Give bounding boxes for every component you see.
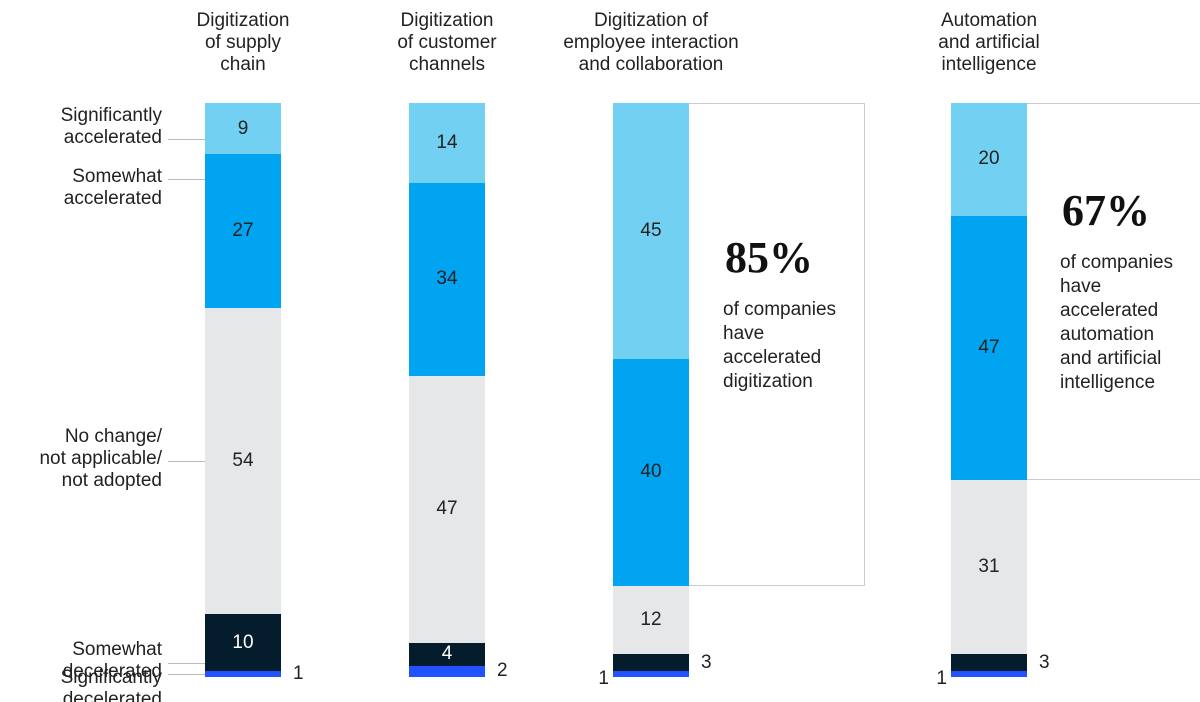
bar-segment: [205, 671, 281, 677]
legend-label: Somewhat accelerated: [63, 166, 162, 210]
value-label: 1: [293, 663, 304, 685]
annotation-text: of companies have accelerated automation…: [1060, 252, 1174, 393]
legend-label: No change/ not applicable/ not adopted: [39, 426, 162, 492]
bar-segment: 54: [205, 307, 281, 615]
value-label: 1: [936, 668, 947, 690]
column-title: Digitization of supply chain: [196, 10, 290, 75]
value-label: 3: [701, 651, 712, 673]
bracket: [1027, 103, 1200, 481]
legend-label: Significantly accelerated: [60, 104, 162, 148]
bar-segment: [951, 654, 1027, 672]
leader-line: [168, 674, 205, 676]
bar-segment: 31: [951, 480, 1027, 655]
bar-segment: 40: [613, 358, 689, 587]
bar-segment: 47: [951, 215, 1027, 481]
bar-segment: 27: [205, 154, 281, 308]
column-title: Digitization of employee interaction and…: [563, 10, 739, 75]
annotation-text: of companies have accelerated digitizati…: [723, 299, 837, 392]
leader-line: [168, 663, 205, 665]
bar-segment: 12: [613, 586, 689, 655]
legend-label: Significantly decelerated: [60, 667, 162, 702]
bar-segment: [951, 671, 1027, 677]
annotation-value: 85%: [725, 233, 813, 282]
bar-segment: 14: [409, 103, 485, 183]
value-label: 1: [598, 668, 609, 690]
bar-segment: 9: [205, 103, 281, 155]
leader-line: [168, 138, 205, 140]
leader-line: [168, 461, 205, 463]
bar-segment: [613, 671, 689, 677]
leader-line: [168, 179, 205, 181]
value-label: 3: [1039, 651, 1050, 673]
bracket: [689, 103, 865, 587]
bar-segment: [613, 654, 689, 672]
legend-label: Somewhat decelerated: [62, 639, 162, 683]
bar-segment: 45: [613, 103, 689, 359]
column-title: Automation and artificial intelligence: [938, 10, 1040, 75]
bar-segment: 4: [409, 642, 485, 666]
bar-segment: 10: [205, 614, 281, 672]
bar-segment: [409, 665, 485, 677]
value-label: 2: [497, 660, 508, 682]
annotation-value: 67%: [1062, 186, 1150, 235]
column-title: Digitization of customer channels: [397, 10, 497, 75]
bar-segment: 34: [409, 182, 485, 376]
bar-segment: 47: [409, 375, 485, 643]
bar-segment: 20: [951, 103, 1027, 216]
